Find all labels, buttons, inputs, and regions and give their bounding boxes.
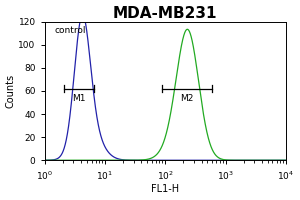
Text: control: control [54, 26, 86, 35]
Text: M2: M2 [181, 94, 194, 103]
Y-axis label: Counts: Counts [6, 74, 16, 108]
X-axis label: FL1-H: FL1-H [151, 184, 179, 194]
Text: M1: M1 [72, 94, 86, 103]
Title: MDA-MB231: MDA-MB231 [113, 6, 218, 21]
